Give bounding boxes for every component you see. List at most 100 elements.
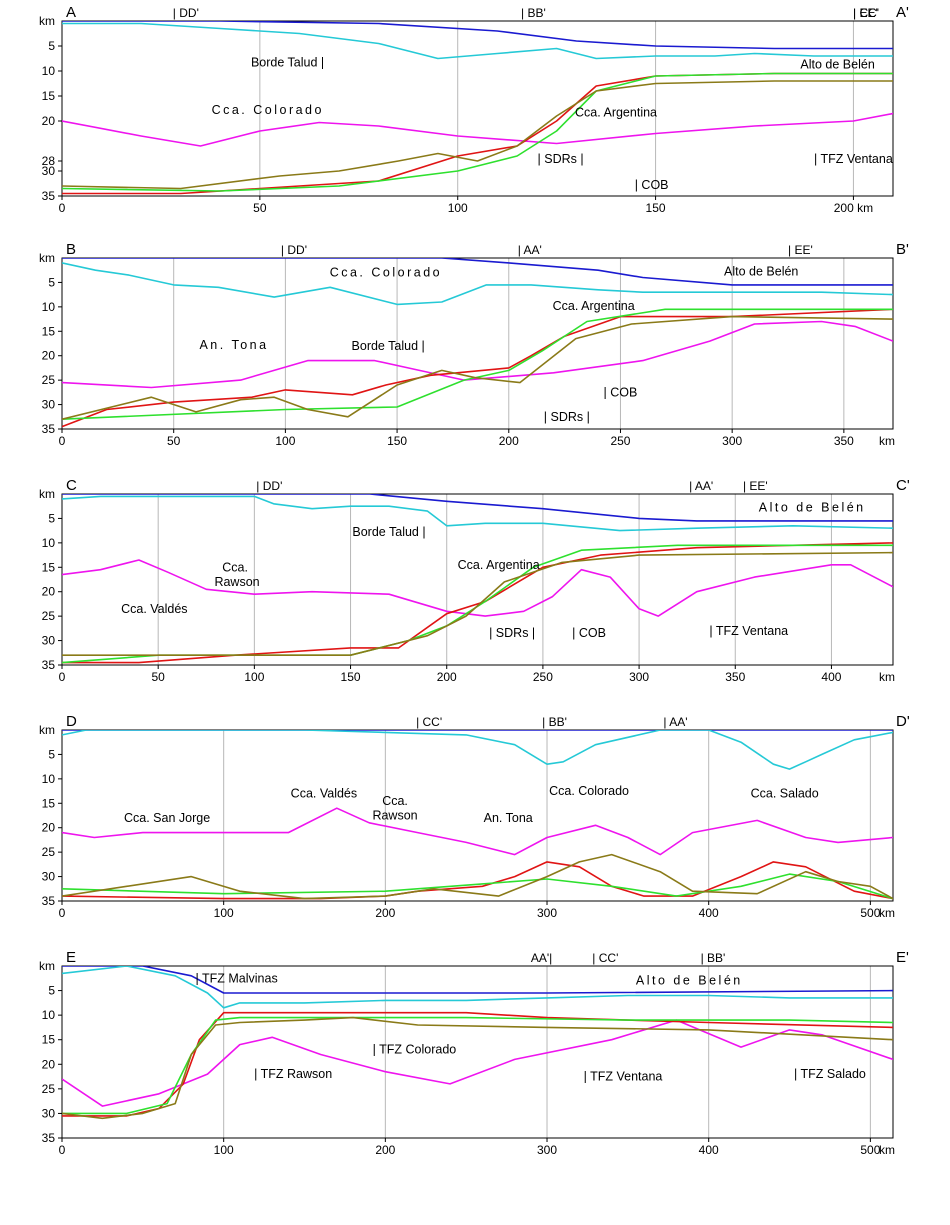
- x-tick-label: 0: [59, 434, 66, 448]
- y-tick-label: 10: [42, 300, 56, 314]
- y-tick-label: 25: [42, 373, 56, 387]
- annotation-label: Rawson: [372, 809, 417, 823]
- x-tick-label: 250: [610, 434, 630, 448]
- y-tick-label: 35: [42, 658, 56, 672]
- annotation-label: | SDRs |: [489, 626, 535, 640]
- x-tick-label: 0: [59, 906, 66, 920]
- x-tick-label: 300: [537, 906, 557, 920]
- y-tick-label: 25: [42, 609, 56, 623]
- crossing-marker: | CC': [592, 951, 618, 965]
- y-tick-label: 15: [42, 324, 56, 338]
- series-line-3: [62, 807, 893, 856]
- y-tick-label: 35: [42, 1131, 56, 1145]
- series-line-1: [62, 258, 893, 286]
- y-tick-label: 20: [42, 821, 56, 835]
- plot-frame: [61, 493, 894, 666]
- x-tick-label: 200: [375, 906, 395, 920]
- annotation-label: Cca. Colorado: [330, 266, 442, 280]
- annotation-label: Cca. Valdés: [291, 787, 357, 801]
- x-tick-label: 300: [722, 434, 742, 448]
- annotation-label: | COB: [572, 626, 606, 640]
- x-tick-label: 50: [253, 201, 267, 215]
- plot-frame: [61, 257, 894, 430]
- y-tick-label: 28: [42, 154, 56, 168]
- y-tick-label: 5: [48, 275, 55, 289]
- plot-frame: [61, 20, 894, 197]
- crossing-marker: | DD': [173, 6, 199, 20]
- y-tick-label: 15: [42, 1033, 56, 1047]
- x-tick-label: 0: [59, 201, 66, 215]
- crossing-marker: | BB': [521, 6, 546, 20]
- y-tick-label: 5: [48, 747, 55, 761]
- y-tick-label: 10: [42, 64, 56, 78]
- series-line-3: [62, 112, 893, 147]
- x-tick-label: 150: [341, 670, 361, 684]
- y-tick-label: 20: [42, 114, 56, 128]
- y-tick-label: 30: [42, 870, 56, 884]
- x-tick-label: 500: [860, 906, 880, 920]
- crossing-marker: | DD': [281, 243, 307, 257]
- annotation-label: | TFZ Salado: [794, 1067, 866, 1081]
- x-tick-label: 400: [821, 670, 841, 684]
- x-tick-label: 500: [860, 1143, 880, 1157]
- crossing-marker: | BB': [542, 715, 567, 729]
- profile-start-label: B: [66, 241, 76, 258]
- crossing-marker: | AA': [518, 243, 542, 257]
- profile-end-label: A': [896, 4, 909, 21]
- profile-end-label: C': [896, 477, 910, 494]
- crossing-marker: | AA': [663, 715, 687, 729]
- plot-frame: [61, 965, 894, 1139]
- x-tick-label: 350: [725, 670, 745, 684]
- series-line-6: [62, 1016, 893, 1120]
- crossing-marker: | DD': [256, 479, 282, 493]
- series-line-5: [62, 72, 893, 192]
- crossing-marker: | CC': [416, 715, 442, 729]
- profile-c: 5 10 15 20 25 30 35 km 0 50 100 150 200 250 300 350 400 k…: [39, 477, 910, 684]
- y-tick-label: 30: [42, 398, 56, 412]
- y-tick-label: 35: [42, 894, 56, 908]
- profile-start-label: C: [66, 477, 77, 494]
- crossing-marker: | AA': [689, 479, 713, 493]
- series-line-5: [62, 1016, 893, 1115]
- annotation-label: | SDRs |: [544, 410, 590, 424]
- profile-b: 5 10 15 20 25 30 35 km 0 50 100 150 200 250 300 350 km B B…: [39, 241, 909, 448]
- annotation-label: Cca. Argentina: [458, 558, 540, 572]
- profile-end-label: E': [896, 949, 909, 966]
- x-tick-label: 0: [59, 670, 66, 684]
- series-line-1: [62, 494, 893, 522]
- x-tick-label: 200: [499, 434, 519, 448]
- series-line-4: [62, 308, 893, 428]
- series-line-2: [62, 495, 893, 532]
- profile-start-label: A: [66, 4, 76, 21]
- series-line-1: [62, 966, 893, 994]
- x-tick-label: 50: [167, 434, 181, 448]
- x-tick-label: 350: [834, 434, 854, 448]
- annotation-label: Cca.: [222, 560, 248, 574]
- y-tick-label: 20: [42, 585, 56, 599]
- y-unit-label: km: [39, 14, 55, 28]
- x-tick-label: 100: [448, 201, 468, 215]
- x-tick-label: 100: [275, 434, 295, 448]
- y-unit-label: km: [39, 251, 55, 265]
- y-tick-label: 15: [42, 89, 56, 103]
- y-tick-label: 30: [42, 1106, 56, 1120]
- y-tick-label: 5: [48, 984, 55, 998]
- series-line-2: [62, 966, 893, 1009]
- x-tick-label: 100: [244, 670, 264, 684]
- annotation-label: Cca. Valdés: [121, 602, 187, 616]
- y-tick-label: 25: [42, 845, 56, 859]
- annotation-label: Alto de Belén: [800, 58, 874, 72]
- annotation-label: An. Tona: [199, 338, 268, 352]
- annotation-label: Cca. Salado: [751, 787, 819, 801]
- annotation-label: | SDRs |: [538, 152, 584, 166]
- crossing-marker: | EE': [853, 6, 878, 20]
- y-tick-label: 30: [42, 634, 56, 648]
- x-tick-label: 300: [537, 1143, 557, 1157]
- crossing-marker: | CC': [853, 6, 879, 20]
- annotation-label: Borde Talud |: [251, 56, 324, 70]
- y-tick-label: 5: [48, 511, 55, 525]
